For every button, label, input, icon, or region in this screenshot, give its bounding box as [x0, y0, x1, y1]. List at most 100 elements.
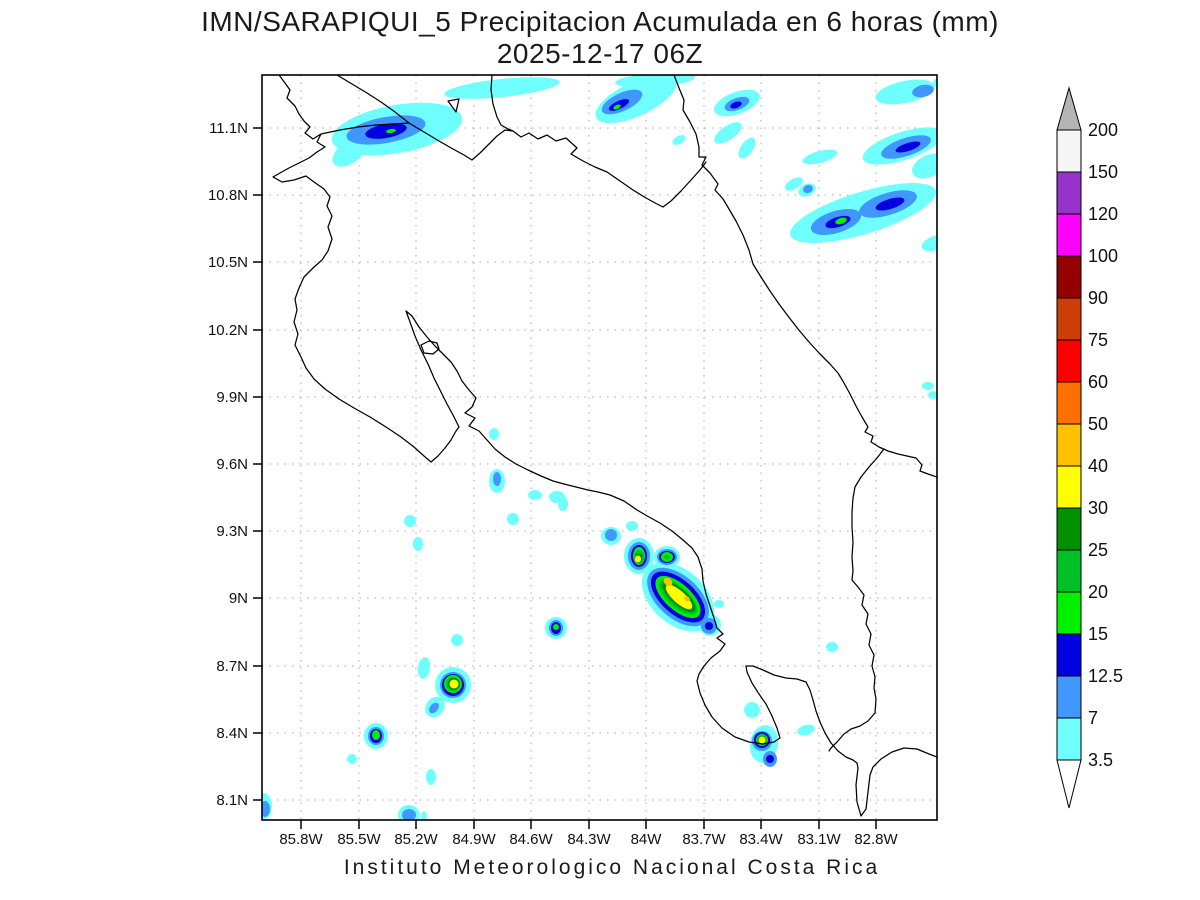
- precip-cell: [835, 217, 847, 225]
- y-tick-label: 9.9N: [216, 389, 248, 406]
- y-tick-label: 10.2N: [208, 322, 248, 339]
- precip-cell: [262, 801, 270, 817]
- lake-nicaragua-east-shore: [490, 75, 514, 132]
- precip-cell: [444, 77, 560, 99]
- colorbar-segment: [1056, 465, 1082, 509]
- colorbar-segment: [1056, 507, 1082, 551]
- precip-cell: [912, 153, 937, 179]
- precip-cell: [449, 679, 459, 689]
- colorbar-level-label: 20: [1088, 582, 1108, 602]
- precip-cell: [528, 490, 542, 500]
- precip-cell: [672, 135, 686, 145]
- colorbar-segment: [1056, 213, 1082, 257]
- x-tick-label: 83.4W: [739, 831, 783, 848]
- y-tick-label: 9.3N: [216, 523, 248, 540]
- colorbar-level-label: 60: [1088, 372, 1108, 392]
- precip-cell: [417, 657, 431, 679]
- colorbar-segment: [1056, 675, 1082, 719]
- x-tick-label: 84.3W: [567, 831, 611, 848]
- footer-caption: Instituto Meteorologico Nacional Costa R…: [343, 856, 881, 879]
- colorbar-segment: [1056, 717, 1082, 761]
- x-tick-label: 84.6W: [509, 831, 553, 848]
- coastlines: [272, 75, 937, 817]
- precip-cell: [912, 84, 934, 98]
- precip-cell: [372, 730, 380, 740]
- colorbar-segment: [1056, 129, 1082, 173]
- colorbar-level-label: 150: [1088, 162, 1118, 182]
- border-panama: [828, 448, 885, 752]
- lake-island: [447, 98, 460, 113]
- precip-cell: [933, 78, 937, 88]
- precip-cell: [402, 809, 416, 820]
- precip-cell: [797, 724, 815, 736]
- precip-cell: [347, 754, 357, 764]
- colorbar-segment: [1056, 549, 1082, 593]
- x-tick-label: 84.9W: [452, 831, 496, 848]
- colorbar-level-label: 15: [1088, 624, 1108, 644]
- border-nicaragua-west: [320, 122, 410, 135]
- colorbar-level-label: 120: [1088, 204, 1118, 224]
- y-tick-label: 11.1N: [209, 120, 248, 137]
- precip-cell: [714, 122, 742, 144]
- y-tick-label: 10.8N: [208, 187, 248, 204]
- valid-datetime: 2025-12-17 06Z: [496, 38, 704, 69]
- precip-cell: [875, 197, 905, 211]
- y-tick-label: 9.6N: [216, 456, 248, 473]
- precip-cell: [758, 736, 766, 744]
- precip-cell: [489, 428, 499, 440]
- colorbar-segment: [1056, 339, 1082, 383]
- precip-cell: [922, 382, 934, 390]
- colorbar-level-label: 12.5: [1088, 666, 1123, 686]
- precip-cell: [895, 141, 921, 153]
- precip-cell: [386, 128, 396, 134]
- colorbar-level-label: 40: [1088, 456, 1108, 476]
- colorbar-segment: [1056, 171, 1082, 215]
- page-title: IMN/SARAPIQUI_5 Precipitacion Acumulada …: [201, 6, 999, 37]
- y-tick-label: 9N: [229, 590, 248, 607]
- precip-cell: [766, 755, 774, 763]
- colorbar-level-label: 3.5: [1088, 750, 1113, 770]
- plot-frame: [261, 74, 938, 821]
- precip-cell: [605, 529, 617, 541]
- precip-cell: [429, 702, 439, 714]
- precip-cell: [928, 391, 937, 399]
- precip-cell: [802, 149, 838, 165]
- colorbar-level-label: 90: [1088, 288, 1108, 308]
- x-tick-label: 85.5W: [337, 831, 381, 848]
- precip-cell: [451, 634, 463, 646]
- precip-cell: [663, 577, 673, 587]
- x-tick-label: 83.7W: [682, 831, 726, 848]
- colorbar-segment: [1056, 255, 1082, 299]
- precip-cell: [826, 642, 838, 652]
- colorbar-level-label: 50: [1088, 414, 1108, 434]
- precip-cell: [426, 769, 436, 785]
- border-nicaragua-rio-san-juan: [336, 75, 707, 208]
- x-tick-label: 83.1W: [797, 831, 841, 848]
- precip-cell: [730, 101, 742, 109]
- x-tick-label: 85.2W: [394, 831, 438, 848]
- precip-cell: [921, 234, 937, 252]
- colorbar-under-arrow: [1056, 759, 1082, 809]
- precip-cell: [714, 600, 724, 608]
- x-tick-label: 85.8W: [279, 831, 323, 848]
- gridlines: [262, 75, 937, 820]
- precip-cell: [421, 811, 427, 820]
- colorbar-legend: 200 150 120 100 90 75 60 50 40 30 25 20 15 12.5 7 3.5: [1056, 86, 1123, 809]
- x-tick-label: 82.8W: [854, 831, 898, 848]
- colorbar-segment: [1056, 381, 1082, 425]
- precip-cell: [665, 584, 693, 610]
- coastline-pacific: [272, 75, 937, 817]
- precipitation-shading: [262, 75, 937, 820]
- precip-cell: [635, 555, 641, 563]
- precip-cell: [493, 472, 501, 486]
- precip-cell: [684, 596, 690, 602]
- colorbar-segment: [1056, 633, 1082, 677]
- precip-cell: [664, 555, 670, 559]
- y-tick-label: 8.1N: [216, 792, 248, 809]
- precip-cell: [613, 104, 621, 110]
- y-tick-label: 8.4N: [216, 725, 248, 742]
- colorbar-level-label: 30: [1088, 498, 1108, 518]
- colorbar-over-arrow: [1056, 86, 1082, 131]
- colorbar-level-label: 200: [1088, 120, 1118, 140]
